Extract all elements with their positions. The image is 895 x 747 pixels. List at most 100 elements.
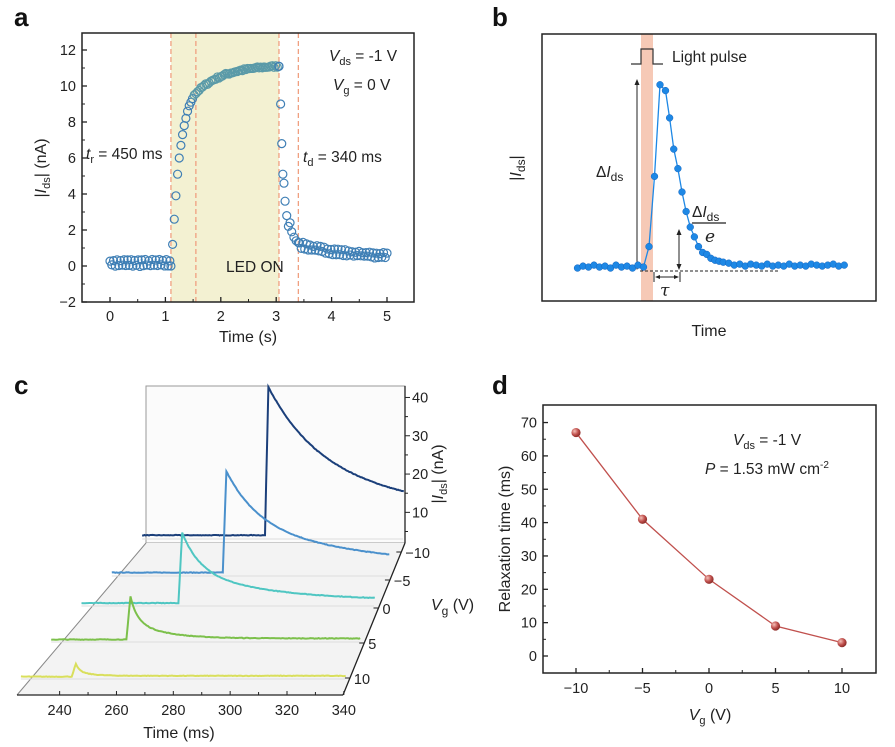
y-tick-label: 40 bbox=[521, 516, 537, 532]
x-axis-label: Time bbox=[692, 323, 727, 340]
x-tick-label: 320 bbox=[275, 703, 299, 719]
response-curve bbox=[573, 81, 848, 272]
data-point bbox=[122, 255, 133, 265]
data-point bbox=[326, 244, 336, 255]
data-point bbox=[694, 242, 703, 251]
data-point bbox=[130, 255, 140, 266]
data-point bbox=[704, 574, 714, 584]
fraction-numerator: ΔIds bbox=[692, 204, 719, 224]
delta-ids-label: ΔIds bbox=[596, 164, 623, 184]
panel-label-b: b bbox=[492, 2, 508, 32]
tau-label: τ bbox=[660, 281, 670, 301]
panel-label-c: c bbox=[14, 370, 28, 400]
data-point bbox=[368, 248, 378, 258]
floor-left-edge bbox=[16, 542, 147, 696]
zlabel-var: I bbox=[430, 494, 447, 499]
back-wall bbox=[145, 385, 406, 544]
data-point bbox=[126, 255, 136, 265]
x-tick-label: 0 bbox=[705, 681, 713, 697]
x-tick-label: 0 bbox=[106, 309, 114, 325]
data-point bbox=[682, 207, 690, 216]
ylabel-pre: | bbox=[508, 177, 525, 181]
ylabel-pre: | bbox=[33, 193, 50, 197]
data-point bbox=[128, 261, 138, 271]
data-point bbox=[331, 250, 341, 260]
vg-sub: g bbox=[343, 85, 349, 97]
td-value: = 340 ms bbox=[313, 149, 382, 166]
data-point bbox=[352, 250, 362, 261]
data-point bbox=[665, 114, 674, 122]
trace-vg-10 bbox=[20, 661, 346, 678]
vds-sub: ds bbox=[743, 440, 755, 452]
frac-delta: Δ bbox=[692, 204, 702, 221]
led-on-label: LED ON bbox=[226, 259, 284, 276]
depth-axis-label: Vg (V) bbox=[431, 597, 474, 618]
data-point bbox=[294, 238, 305, 248]
depth-tick-label: −5 bbox=[394, 574, 411, 590]
data-point bbox=[147, 254, 157, 265]
z-tick-label: 30 bbox=[412, 429, 428, 445]
y-tick-label: −2 bbox=[59, 295, 76, 311]
td-sub: d bbox=[307, 157, 313, 169]
data-point bbox=[145, 261, 156, 271]
frac-sub: ds bbox=[707, 210, 720, 224]
tr-var: t bbox=[86, 146, 91, 163]
y-tick-label: 0 bbox=[529, 649, 537, 665]
power-sup: -2 bbox=[820, 460, 829, 471]
data-point bbox=[152, 260, 163, 271]
fraction-arrow bbox=[676, 229, 682, 270]
axis-ticks: 240 260 280 300 320 340 −10 −50 5 10 10 20 30 40 bbox=[48, 390, 430, 719]
light-pulse-icon bbox=[631, 48, 663, 65]
vds-annotation: Vds = -1 V bbox=[733, 432, 802, 452]
light-pulse-band bbox=[641, 34, 653, 301]
x-tick-label: −10 bbox=[564, 681, 589, 697]
y-tick-label: 60 bbox=[521, 449, 537, 465]
data-point bbox=[637, 514, 648, 524]
data-point bbox=[690, 233, 699, 241]
data-point bbox=[154, 254, 164, 265]
data-point bbox=[191, 89, 201, 99]
x-tick-label: −5 bbox=[634, 681, 651, 697]
data-point bbox=[296, 243, 306, 253]
data-point bbox=[329, 244, 340, 254]
data-point bbox=[197, 82, 208, 92]
trace-vg--5 bbox=[111, 467, 390, 574]
trace-vg--10 bbox=[142, 383, 405, 537]
data-point bbox=[343, 246, 354, 256]
x-axis-label: Vg (V) bbox=[689, 707, 732, 727]
data-point bbox=[149, 260, 159, 270]
y-tick-label: 0 bbox=[68, 259, 76, 275]
z-tick-label: 40 bbox=[412, 390, 428, 406]
data-point bbox=[322, 244, 333, 254]
zlabel-pre: | bbox=[430, 499, 447, 503]
xlabel-post: (V) bbox=[706, 707, 732, 724]
data-point bbox=[114, 260, 124, 271]
xlabel-sub: g bbox=[699, 715, 705, 727]
delta-sym: Δ bbox=[596, 164, 606, 181]
data-point bbox=[119, 255, 129, 265]
data-point bbox=[110, 261, 120, 271]
data-point bbox=[324, 249, 334, 259]
z-tick-label: 20 bbox=[412, 467, 428, 483]
y-tick-label: 30 bbox=[521, 549, 537, 565]
data-point bbox=[159, 261, 170, 271]
data-point bbox=[138, 261, 149, 271]
data-points bbox=[105, 61, 392, 272]
axis-ticks: −10 −5 0 5 10 0 10 20 30 40 50 60 70 bbox=[521, 416, 850, 697]
data-point bbox=[189, 90, 199, 100]
data-point bbox=[121, 260, 131, 271]
data-point bbox=[174, 153, 184, 163]
vds-value: = -1 V bbox=[755, 432, 802, 449]
vds-value: = -1 V bbox=[351, 48, 398, 65]
xlabel-var: V bbox=[689, 707, 701, 724]
data-point bbox=[158, 255, 168, 266]
y-tick-label: 12 bbox=[60, 43, 76, 59]
data-point bbox=[282, 211, 292, 221]
data-point bbox=[171, 191, 181, 201]
data-point bbox=[117, 260, 127, 270]
light-pulse-label: Light pulse bbox=[672, 49, 747, 66]
x-tick-label: 3 bbox=[272, 309, 280, 325]
y-tick-label: 6 bbox=[68, 151, 76, 167]
x-tick-label: 340 bbox=[332, 703, 356, 719]
